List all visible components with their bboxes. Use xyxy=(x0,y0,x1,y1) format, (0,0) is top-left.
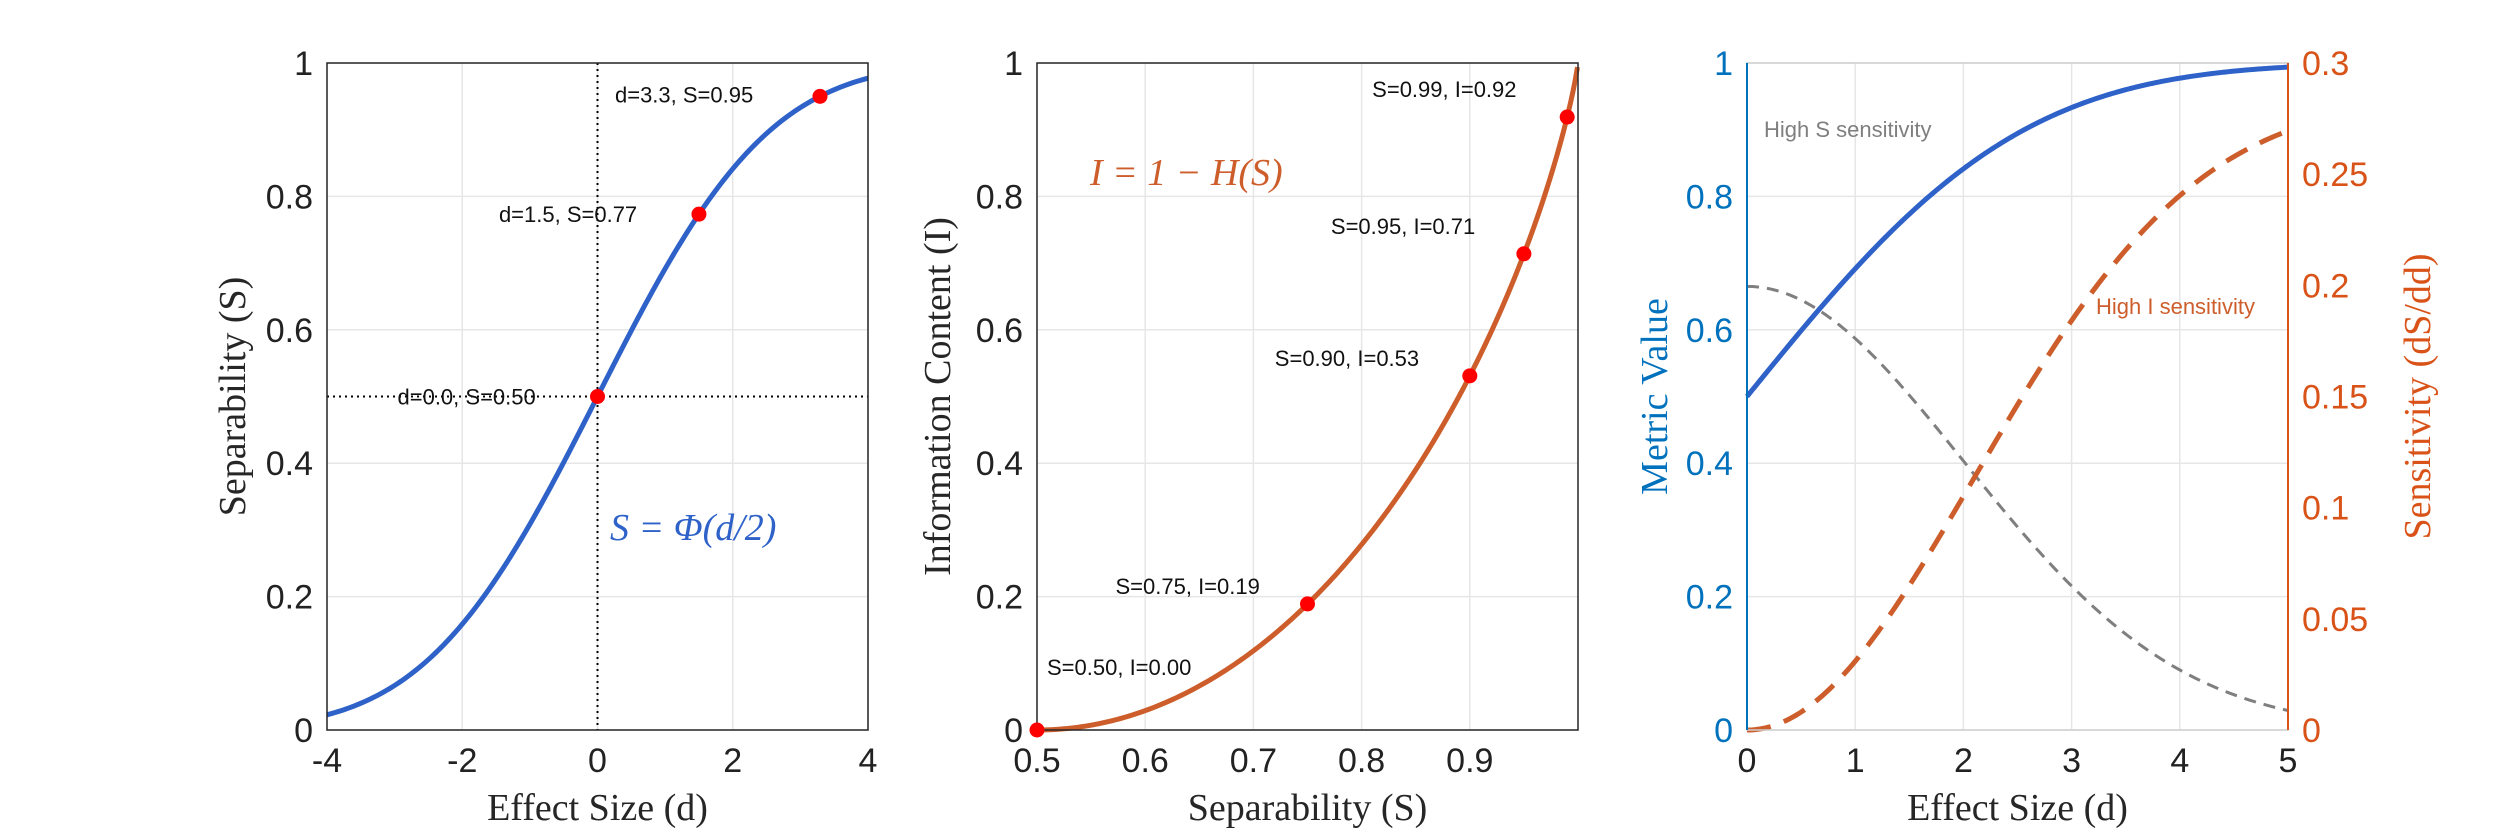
p1-formula-label: S = Φ(d/2) xyxy=(610,507,776,549)
p3-right-y-axis-label: Sensitivity (dS/dd) xyxy=(2397,253,2439,539)
p3-xtick-label: 1 xyxy=(1846,742,1865,780)
p1-point-label: d=0.0, S=0.50 xyxy=(398,385,536,410)
p3-right-ytick-label: 0 xyxy=(2302,712,2321,750)
p3-xtick-label: 2 xyxy=(1954,742,1973,780)
p2-xtick-label: 0.8 xyxy=(1338,742,1385,780)
p2-x-axis-label: Separability (S) xyxy=(1188,787,1428,829)
panel-sensitivity: 0 1 2 3 4 500.20.40.60.8100.050.10.150.20.250… xyxy=(1634,45,2439,829)
p1-ytick-label: 0.8 xyxy=(266,178,313,216)
p2-point-label: S=0.90, I=0.53 xyxy=(1275,346,1419,371)
p1-point-label: d=1.5, S=0.77 xyxy=(499,202,637,227)
p2-point-label: S=0.99, I=0.92 xyxy=(1372,77,1516,102)
p3-right-ytick-label: 0.25 xyxy=(2302,156,2368,194)
p2-ytick-label: 1 xyxy=(1004,45,1023,83)
p3-series-orange-dashed xyxy=(1746,128,2289,733)
p2-xtick-label: 0.7 xyxy=(1230,742,1277,780)
p3-plot-area xyxy=(1747,63,2288,730)
p1-xtick-label: 2 xyxy=(723,742,742,780)
p3-ytick-label: 0.4 xyxy=(1686,445,1733,483)
p2-plot-area xyxy=(1037,63,1578,730)
p3-xtick-label: 5 xyxy=(2279,742,2298,780)
p3-left-y-axis-label: Metric Value xyxy=(1634,298,1676,495)
p1-y-axis-label: Separability (S) xyxy=(212,277,254,517)
p2-data-point xyxy=(1559,109,1575,125)
p3-ytick-label: 0.6 xyxy=(1686,312,1733,350)
p2-ytick-label: 0.8 xyxy=(976,178,1023,216)
p2-xtick-label: 0.9 xyxy=(1446,742,1493,780)
p2-data-point xyxy=(1029,722,1045,738)
p2-ytick-label: 0.6 xyxy=(976,312,1023,350)
p3-series-blue-solid xyxy=(1745,64,2289,399)
p1-xtick-label: -2 xyxy=(447,742,477,780)
p2-formula-label: I = 1 − H(S) xyxy=(1089,152,1283,194)
p3-series-gray-dashed xyxy=(1746,284,2289,712)
p1-data-point xyxy=(691,206,707,222)
p2-xtick-label: 0.6 xyxy=(1122,742,1169,780)
p1-x-axis-label: Effect Size (d) xyxy=(487,787,708,829)
panel-information-vs-separability: 0.5 0.6 0.7 0.8 0.9 0 0.2 0.4 0.6 0.8 1 S=0.50, I=0… xyxy=(917,45,1580,829)
p3-annotation-high-i: High I sensitivity xyxy=(2096,294,2255,319)
p1-ytick-label: 1 xyxy=(294,45,313,83)
p3-right-ytick-label: 0.1 xyxy=(2302,490,2349,528)
p1-ytick-label: 0.2 xyxy=(266,579,313,617)
p2-data-point xyxy=(1516,246,1532,262)
p3-right-ytick-label: 0.2 xyxy=(2302,267,2349,305)
p3-ytick-label: 0.8 xyxy=(1686,178,1733,216)
p3-ytick-label: 0.2 xyxy=(1686,579,1733,617)
p1-ytick-label: 0.4 xyxy=(266,445,313,483)
p2-xtick-label: 0.5 xyxy=(1013,742,1060,780)
p3-ytick-label: 0 xyxy=(1714,712,1733,750)
p1-xtick-label: 4 xyxy=(859,742,878,780)
p2-ytick-label: 0.4 xyxy=(976,445,1023,483)
p2-point-label: S=0.50, I=0.00 xyxy=(1047,655,1191,680)
p2-point-label: S=0.75, I=0.19 xyxy=(1116,574,1260,599)
p1-point-label: d=3.3, S=0.95 xyxy=(615,82,753,107)
p3-xtick-label: 3 xyxy=(2062,742,2081,780)
p3-right-ytick-label: 0.05 xyxy=(2302,601,2368,639)
p1-xtick-label: 0 xyxy=(588,742,607,780)
p2-axes-box xyxy=(1036,62,1579,731)
p2-ytick-label: 0.2 xyxy=(976,579,1023,617)
p2-ytick-label: 0 xyxy=(1004,712,1023,750)
p2-point-label: S=0.95, I=0.71 xyxy=(1331,214,1475,239)
p1-axes-box xyxy=(326,62,869,731)
p1-ytick-label: 0 xyxy=(294,712,313,750)
p3-x-axis-label: Effect Size (d) xyxy=(1907,787,2128,829)
p3-ytick-label: 1 xyxy=(1714,45,1733,83)
p3-right-ytick-label: 0.15 xyxy=(2302,379,2368,417)
p2-y-axis-label: Information Content (I) xyxy=(917,217,959,576)
p1-data-point xyxy=(590,389,605,404)
p2-data-point xyxy=(1300,596,1315,612)
p3-xtick-label: 0 xyxy=(1738,742,1757,780)
p3-annotation-high-s: High S sensitivity xyxy=(1764,117,1932,142)
p1-xtick-label: -4 xyxy=(312,742,342,780)
p3-right-ytick-label: 0.3 xyxy=(2302,45,2349,83)
p3-xtick-label: 4 xyxy=(2170,742,2189,780)
p1-data-point xyxy=(812,88,828,104)
p2-data-point xyxy=(1462,368,1478,384)
p1-ytick-label: 0.6 xyxy=(266,312,313,350)
panel-separability-vs-effect-size: -4 -2 0 2 4 0 0.2 0.4 0.6 0.8 1 d=0.0, S=0.50 d=1.5,… xyxy=(212,45,877,829)
